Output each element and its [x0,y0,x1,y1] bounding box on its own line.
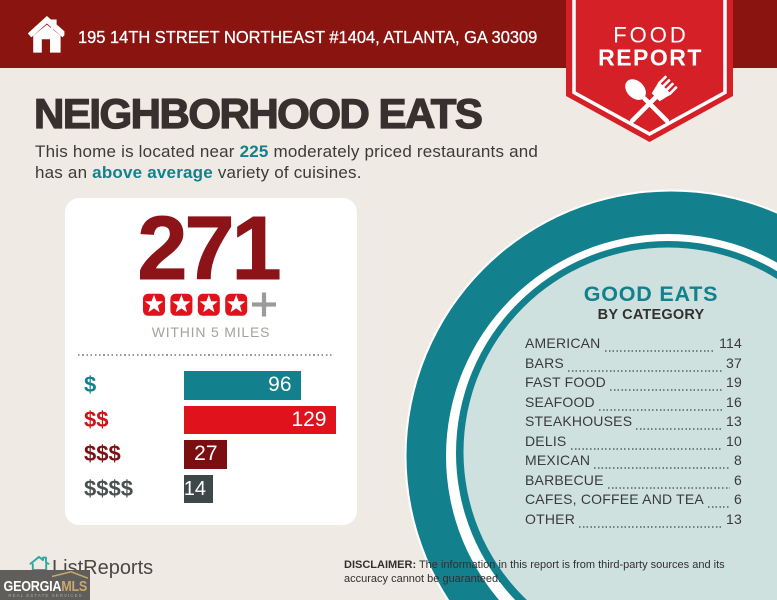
svg-text:REPORT: REPORT [598,45,703,71]
svg-text:REAL ESTATE SERVICES: REAL ESTATE SERVICES [8,593,82,598]
svg-text:FOOD: FOOD [613,23,689,48]
svg-text:GEORGIAMLS: GEORGIAMLS [4,577,88,594]
